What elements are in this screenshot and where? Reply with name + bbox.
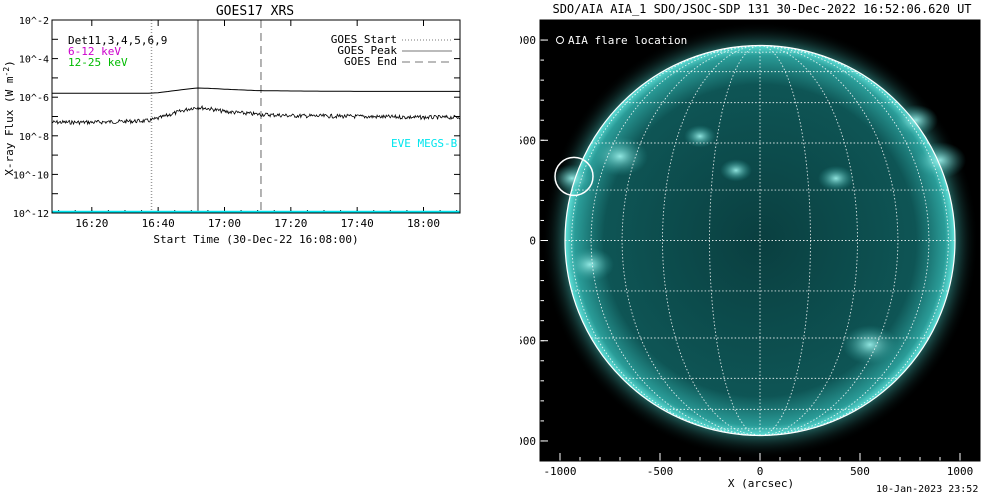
flare-circle xyxy=(554,156,594,197)
x-tick-label: -1000 xyxy=(543,465,576,478)
active-region xyxy=(552,164,592,193)
goes-xrs-chart: GOES17 XRS 10^-1210^-1010^-810^-610^-410… xyxy=(2,4,461,246)
aia-x-axis-label: X (arcsec) xyxy=(728,477,794,490)
legend-12-25-kev: 12-25 keV xyxy=(68,56,128,69)
longitude-line xyxy=(571,45,761,436)
longitude-line xyxy=(709,45,761,436)
goes-flux-series xyxy=(51,87,461,214)
aia-legend-circle-icon xyxy=(556,36,564,44)
aia-legend: AIA flare location xyxy=(556,34,687,47)
goes-plot-frame xyxy=(51,19,461,214)
active-region xyxy=(914,142,966,179)
legend-goes-start: GOES Start xyxy=(331,33,397,46)
x-tick-label: 16:40 xyxy=(142,217,175,230)
aia-legend-label: AIA flare location xyxy=(568,34,687,47)
active-region xyxy=(592,136,648,176)
legend-goes-end: GOES End xyxy=(344,55,397,68)
legend-detectors: Det11,3,4,5,6,9 xyxy=(68,34,167,47)
aia-plot-frame xyxy=(539,19,981,462)
active-region xyxy=(894,104,938,136)
y-tick-label: 10^-10 xyxy=(13,170,49,181)
goes-legend-markers: GOES Start GOES Peak GOES End xyxy=(331,33,452,68)
active-region xyxy=(842,325,898,365)
goes-chart-title: GOES17 XRS xyxy=(216,4,294,19)
x-tick-label: -500 xyxy=(647,465,674,478)
x-tick-label: 16:20 xyxy=(75,217,108,230)
goes-y-axis-label: X-ray Flux (W m-2) xyxy=(2,60,16,176)
x-tick-label: 1000 xyxy=(947,465,974,478)
y-tick-label: 10^-8 xyxy=(19,132,49,143)
aia-131-image-chart: SDO/AIA AIA_1 SDO/JSOC-SDP 131 30-Dec-20… xyxy=(520,2,981,490)
longitude-line xyxy=(759,45,899,436)
disk-body xyxy=(565,45,955,436)
y-tick-label: 10^-6 xyxy=(19,93,49,104)
legend-6-12-kev: 6-12 keV xyxy=(68,45,121,58)
active-region xyxy=(684,125,716,148)
render-timestamp: 10-Jan-2023 23:52 xyxy=(876,484,979,495)
active-region xyxy=(566,247,614,282)
y-tick-label: 10^-2 xyxy=(19,16,49,27)
y-tick-label: -500 xyxy=(520,335,536,348)
x-tick-label: 18:00 xyxy=(407,217,440,230)
goes-axes: 10^-12 10^-10 10^-8 10^-6 10^-4 10^-2 16:20 16:… xyxy=(13,16,460,230)
series-1 xyxy=(51,104,461,126)
y-tick-label: 10^-4 xyxy=(19,55,49,66)
x-tick-label: 17:40 xyxy=(341,217,374,230)
goes-event-markers xyxy=(150,20,262,213)
flare-location-marker xyxy=(554,156,594,197)
active-region xyxy=(720,159,752,182)
aia-image-title: SDO/AIA AIA_1 SDO/JSOC-SDP 131 30-Dec-20… xyxy=(552,2,971,16)
aia-axes: -1000 -500 0 500 1000 -1000 -500 0 500 1000 xyxy=(520,34,973,478)
y-tick-label: 1000 xyxy=(520,34,536,47)
goes-legend-detectors: Det11,3,4,5,6,9 6-12 keV 12-25 keV xyxy=(68,34,167,69)
longitude-line xyxy=(759,45,949,436)
y-tick-label: 10^-12 xyxy=(13,209,49,220)
goes-x-axis-label: Start Time (30-Dec-22 16:08:00) xyxy=(153,233,358,246)
y-tick-label: 500 xyxy=(520,134,536,147)
y-tick-label: 0 xyxy=(529,235,536,248)
limb-outline xyxy=(564,44,956,437)
legend-goes-peak: GOES Peak xyxy=(337,44,397,57)
x-tick-label: 17:00 xyxy=(208,217,241,230)
x-tick-label: 17:20 xyxy=(274,217,307,230)
heliographic-grid xyxy=(564,44,956,437)
x-tick-label: 500 xyxy=(850,465,870,478)
x-tick-label: 0 xyxy=(757,465,764,478)
longitude-line xyxy=(621,45,761,436)
eve-megs-b-label: EVE MEGS-B xyxy=(391,137,458,150)
longitude-line xyxy=(759,45,811,436)
y-tick-label: -1000 xyxy=(520,435,536,448)
active-region xyxy=(818,165,854,191)
series-0 xyxy=(52,87,460,94)
